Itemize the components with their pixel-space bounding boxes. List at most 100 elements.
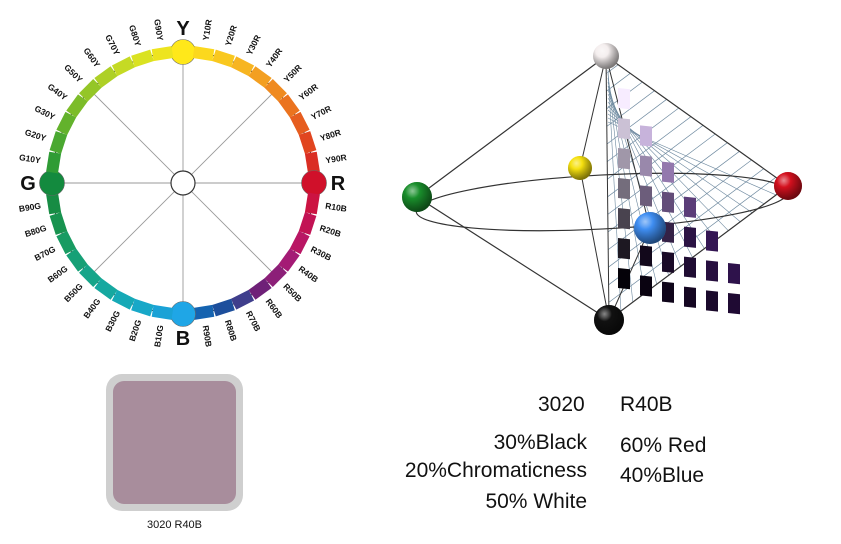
hue-swatch-b10g	[151, 304, 174, 320]
pole-red-shading	[774, 172, 802, 200]
hue-label-y90r: Y90R	[325, 152, 348, 165]
hue-label-b30g: B30G	[103, 309, 122, 334]
neutral-center	[170, 170, 196, 196]
hue-swatch-r30b	[289, 230, 310, 255]
hue-label-r40b: R40B	[297, 264, 320, 285]
white-percent: 50% White	[485, 490, 587, 513]
nuance-patch	[640, 155, 652, 177]
pole-yellow-shading	[568, 156, 592, 180]
nuance-patch	[662, 281, 674, 303]
grid-line	[606, 73, 631, 92]
hue-label-g70y: G70Y	[103, 33, 122, 57]
edge-white-green	[416, 55, 607, 198]
sample-swatch	[113, 381, 236, 504]
hue-label-r80b: R80B	[223, 319, 239, 343]
primary-label-b: B	[176, 328, 190, 350]
hue-label-r70b: R70B	[244, 309, 263, 333]
hue-label-g60y: G60Y	[81, 46, 102, 70]
nuance-patch	[706, 260, 718, 282]
pole-blue-shading	[634, 212, 666, 244]
hue-swatch-r80b	[212, 298, 235, 317]
primary-marker-g	[39, 170, 65, 196]
hue-label-b10g: B10G	[152, 324, 165, 348]
hue-swatch-b20g	[131, 298, 154, 317]
nuance-patch	[706, 290, 718, 312]
nuance-patch	[728, 293, 740, 315]
hue-swatch-r90b	[192, 304, 215, 320]
hue-swatch-b40g	[94, 278, 118, 300]
hue-swatch-r10b	[304, 192, 320, 215]
grid-line	[607, 116, 692, 180]
hue-label-r10b: R10B	[325, 201, 348, 214]
grid-line	[607, 121, 777, 196]
edge-black-yellow	[579, 167, 610, 321]
hue-swatch-g90y	[151, 46, 174, 62]
nuance-patch	[640, 245, 652, 267]
color-solid	[402, 43, 802, 335]
nuance-patch	[618, 178, 630, 200]
hue-label-r20b: R20B	[319, 223, 343, 239]
hue-label-b40g: B40G	[81, 296, 102, 320]
hue-label-y30r: Y30R	[244, 33, 263, 56]
hue-swatch-r40b	[278, 248, 300, 272]
primary-marker-y	[170, 39, 196, 65]
hue-label-y10r: Y10R	[201, 19, 214, 42]
nuance-patch	[684, 196, 696, 218]
hue-label-b20g: B20G	[127, 318, 143, 343]
nuance-patch	[618, 208, 630, 230]
hue-label-g20y: G20Y	[24, 127, 48, 143]
blue-percent: 40%Blue	[620, 464, 705, 487]
grid-line	[606, 99, 667, 145]
hue-label-r60b: R60B	[264, 297, 285, 320]
hue-label-g90y: G90Y	[152, 18, 165, 41]
primary-marker-r	[301, 170, 327, 196]
nuance-patch	[662, 251, 674, 273]
hue-swatch-r70b	[230, 289, 255, 310]
nuance-patch	[728, 263, 740, 285]
primary-label-r: R	[331, 173, 346, 195]
hue-swatch-r50b	[264, 264, 287, 287]
hue-swatch-y60r	[278, 94, 300, 118]
hue-swatch-y10r	[192, 46, 215, 62]
hue-swatch-b60g	[66, 248, 88, 272]
hue-swatch-g10y	[46, 151, 62, 174]
hue-label-g30y: G30Y	[33, 103, 57, 122]
nuance-patch	[662, 161, 674, 183]
hue-label-y80r: Y80R	[319, 127, 342, 143]
hue-swatch-b70g	[56, 230, 77, 255]
hue-label-y50r: Y50R	[282, 62, 304, 84]
nuance-patch	[618, 118, 630, 140]
hue-label-y70r: Y70R	[309, 103, 332, 122]
nuance-patch	[640, 125, 652, 147]
edge-white-red	[605, 55, 789, 187]
nuance-patch	[618, 238, 630, 260]
grid-line	[607, 113, 753, 214]
hue-swatch-g60y	[94, 66, 118, 88]
hue-label-y60r: Y60R	[297, 82, 320, 103]
grid-line	[607, 117, 765, 205]
nuance-patch	[684, 286, 696, 308]
nuance-code: 3020	[538, 393, 585, 416]
hue-label-r90b: R90B	[201, 325, 214, 348]
hue-label-g50y: G50Y	[62, 62, 85, 85]
hue-label-b60g: B60G	[46, 263, 70, 284]
edge-black-green	[416, 196, 610, 321]
pole-white-shading	[593, 43, 619, 69]
nuance-patch	[618, 148, 630, 170]
hue-swatch-g80y	[131, 49, 154, 68]
primary-marker-b	[170, 301, 196, 327]
hue-swatch-y40r	[248, 66, 272, 88]
pole-black-shading	[594, 305, 624, 335]
black-percent: 30%Black	[493, 431, 587, 454]
hue-swatch-y20r	[212, 49, 235, 68]
hue-swatch-y30r	[230, 56, 255, 77]
nuance-patch	[640, 185, 652, 207]
sample-caption: 3020 R40B	[146, 519, 203, 531]
hue-swatch-g30y	[56, 111, 77, 136]
hue-swatch-b50g	[79, 264, 102, 287]
nuance-patch	[684, 226, 696, 248]
grid-line	[608, 168, 764, 286]
nuance-patch	[662, 191, 674, 213]
hue-label-r50b: R50B	[281, 281, 303, 303]
